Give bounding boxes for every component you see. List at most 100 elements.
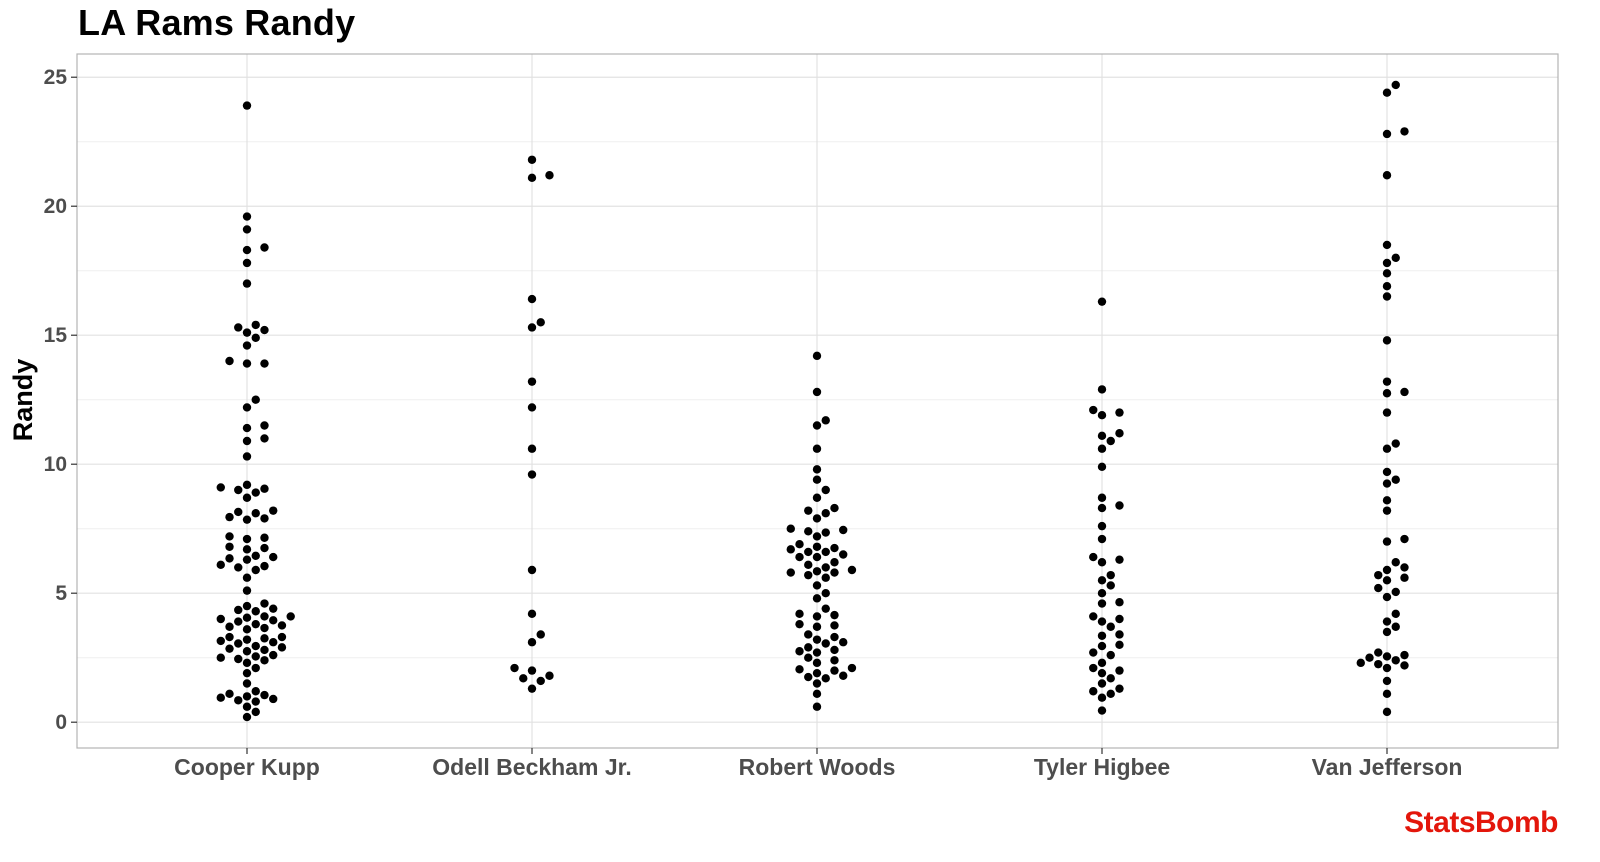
- data-point: [527, 666, 537, 675]
- data-point: [839, 525, 848, 535]
- data-point: [1097, 641, 1107, 651]
- data-point: [527, 444, 537, 453]
- data-point: [527, 323, 537, 332]
- data-point: [260, 599, 269, 608]
- data-point: [1374, 648, 1383, 657]
- data-point: [242, 573, 252, 582]
- data-point: [519, 674, 528, 683]
- data-point: [1115, 640, 1124, 649]
- data-point: [839, 550, 848, 559]
- data-point: [260, 690, 269, 700]
- data-point: [260, 434, 269, 443]
- data-point: [830, 568, 839, 577]
- data-point: [242, 679, 252, 688]
- y-tick-label: 10: [44, 453, 67, 476]
- data-point: [242, 586, 252, 595]
- data-point: [242, 534, 252, 544]
- data-point: [821, 639, 830, 648]
- data-point: [527, 638, 537, 647]
- data-point: [821, 547, 830, 557]
- data-point: [1115, 684, 1124, 693]
- data-point: [242, 258, 252, 268]
- x-tick-label: Tyler Higbee: [1034, 754, 1170, 780]
- data-point: [234, 654, 243, 664]
- data-point: [1097, 385, 1107, 394]
- data-point: [242, 493, 252, 502]
- data-point: [234, 323, 243, 332]
- data-point: [1391, 656, 1400, 665]
- data-point: [242, 279, 252, 288]
- data-point: [260, 533, 269, 542]
- data-point: [812, 421, 822, 430]
- data-point: [1400, 573, 1409, 582]
- data-point: [1382, 707, 1392, 717]
- data-point: [812, 581, 822, 590]
- data-point: [545, 171, 554, 180]
- data-point: [821, 573, 830, 582]
- x-tick-label: Van Jefferson: [1312, 754, 1463, 780]
- data-point: [260, 561, 269, 571]
- data-point: [536, 630, 545, 639]
- data-point: [527, 470, 537, 479]
- data-point: [1115, 598, 1124, 607]
- data-point: [1382, 565, 1392, 575]
- y-tick-label: 25: [44, 66, 68, 89]
- data-point: [527, 565, 537, 575]
- data-point: [269, 650, 278, 660]
- data-point: [216, 693, 225, 702]
- data-point: [812, 594, 822, 603]
- data-point: [812, 702, 822, 711]
- data-point: [242, 625, 252, 634]
- data-point: [812, 648, 822, 657]
- data-point: [527, 377, 537, 386]
- data-point: [821, 509, 830, 518]
- data-point: [251, 687, 260, 696]
- data-point: [1365, 653, 1374, 662]
- data-point: [251, 652, 260, 661]
- data-point: [260, 645, 269, 655]
- data-point: [1097, 706, 1107, 715]
- data-point: [1097, 297, 1107, 306]
- data-point: [216, 483, 225, 492]
- y-tick-label: 20: [44, 195, 67, 218]
- data-point: [269, 638, 278, 647]
- data-point: [1382, 444, 1392, 453]
- data-point: [225, 532, 234, 541]
- data-point: [812, 475, 822, 484]
- data-point: [812, 658, 822, 668]
- data-point: [812, 514, 822, 523]
- data-point: [1106, 650, 1115, 660]
- data-point: [1097, 521, 1107, 531]
- data-point: [1097, 462, 1107, 471]
- data-point: [536, 676, 545, 686]
- data-point: [1106, 689, 1115, 699]
- data-point: [804, 560, 813, 570]
- data-point: [812, 444, 822, 453]
- data-point: [1400, 534, 1409, 544]
- data-point: [1097, 558, 1107, 567]
- data-point: [260, 243, 269, 252]
- data-point: [242, 436, 252, 446]
- data-point: [251, 551, 260, 560]
- data-point: [242, 712, 252, 722]
- data-point: [812, 552, 822, 562]
- data-point: [242, 359, 252, 368]
- data-point: [527, 684, 537, 693]
- data-point: [260, 484, 269, 493]
- data-point: [830, 632, 839, 642]
- data-point: [821, 604, 830, 613]
- data-point: [225, 632, 234, 642]
- data-point: [260, 325, 269, 335]
- data-point: [812, 532, 822, 541]
- data-point: [242, 245, 252, 255]
- data-point: [1382, 576, 1392, 585]
- data-point: [242, 635, 252, 644]
- data-point: [1374, 570, 1383, 580]
- data-point: [786, 524, 795, 533]
- data-point: [1097, 503, 1107, 513]
- data-point: [260, 421, 269, 430]
- data-point: [839, 671, 848, 680]
- data-point: [242, 668, 252, 678]
- data-point: [812, 668, 822, 678]
- x-tick-label: Odell Beckham Jr.: [432, 754, 631, 780]
